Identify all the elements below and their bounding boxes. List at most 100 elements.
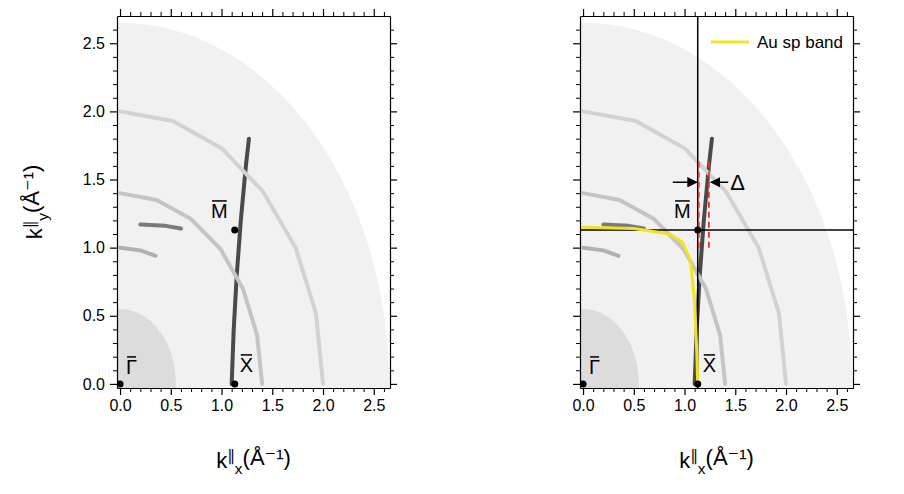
minor-tick-mark	[343, 388, 344, 392]
minor-tick-mark	[576, 139, 580, 140]
minor-tick-mark	[333, 12, 334, 16]
tick: 1.5	[83, 171, 117, 188]
minor-tick	[766, 12, 767, 16]
minor-tick-mark	[303, 388, 304, 392]
minor-tick	[384, 388, 385, 392]
minor-tick	[390, 207, 394, 208]
tick	[685, 9, 686, 16]
minor-tick	[161, 388, 162, 392]
tick-label: 0.0	[572, 397, 594, 414]
minor-tick-mark	[593, 12, 594, 16]
dashed-line	[708, 159, 710, 248]
minor-tick-mark	[262, 12, 263, 16]
symmetry-point	[231, 380, 238, 387]
minor-axis	[390, 30, 394, 371]
tick	[853, 180, 860, 181]
minor-tick-mark	[282, 12, 283, 16]
minor-tick-mark	[390, 370, 394, 371]
tick-label: 0.5	[623, 397, 645, 414]
minor-tick	[113, 220, 117, 221]
tick-mark	[120, 388, 121, 395]
minor-tick	[211, 388, 212, 392]
minor-tick	[113, 193, 117, 194]
minor-tick	[113, 125, 117, 126]
minor-tick	[364, 388, 365, 392]
intensity-feature	[140, 224, 181, 228]
minor-tick	[847, 388, 848, 392]
minor-tick	[664, 388, 665, 392]
minor-tick	[576, 234, 580, 235]
minor-tick-mark	[576, 220, 580, 221]
minor-tick-mark	[390, 207, 394, 208]
minor-tick-mark	[333, 388, 334, 392]
minor-tick-mark	[191, 12, 192, 16]
symmetry-point	[694, 380, 701, 387]
axis-line	[581, 16, 854, 17]
minor-tick-mark	[293, 388, 294, 392]
minor-tick	[313, 388, 314, 392]
minor-tick	[390, 193, 394, 194]
minor-tick-mark	[113, 343, 117, 344]
tick-mark	[110, 384, 117, 385]
minor-tick-mark	[181, 12, 182, 16]
minor-tick-mark	[603, 12, 604, 16]
minor-tick-mark	[816, 12, 817, 16]
minor-tick-mark	[113, 152, 117, 153]
minor-axis	[853, 30, 857, 371]
symmetry-point	[231, 226, 238, 233]
minor-tick-mark	[576, 193, 580, 194]
tick	[171, 9, 172, 16]
band-line	[583, 227, 698, 384]
tick-label: 1.5	[262, 397, 284, 414]
minor-tick-mark	[853, 275, 857, 276]
minor-tick	[113, 166, 117, 167]
tick-label: 2.5	[83, 35, 105, 52]
minor-tick	[853, 343, 857, 344]
minor-tick	[853, 220, 857, 221]
minor-tick-mark	[853, 302, 857, 303]
minor-tick-mark	[390, 139, 394, 140]
minor-tick-mark	[390, 220, 394, 221]
minor-tick-mark	[113, 193, 117, 194]
minor-tick	[853, 30, 857, 31]
minor-tick-mark	[725, 388, 726, 392]
tick: 2.5	[826, 388, 848, 414]
tick-mark	[110, 316, 117, 317]
minor-tick	[624, 388, 625, 392]
minor-tick-mark	[576, 57, 580, 58]
tick-label: 0.0	[109, 397, 131, 414]
minor-tick-mark	[262, 388, 263, 392]
minor-tick	[390, 152, 394, 153]
minor-tick	[576, 84, 580, 85]
tick	[390, 248, 397, 249]
minor-tick	[853, 357, 857, 358]
minor-tick	[201, 388, 202, 392]
minor-tick-mark	[796, 388, 797, 392]
minor-tick-mark	[211, 388, 212, 392]
tick: 0.0	[83, 376, 117, 393]
minor-tick	[576, 98, 580, 99]
minor-tick-mark	[576, 207, 580, 208]
minor-tick	[613, 388, 614, 392]
tick-mark	[837, 9, 838, 16]
minor-tick	[181, 12, 182, 16]
minor-tick-mark	[853, 261, 857, 262]
minor-axis	[594, 12, 848, 16]
minor-tick-mark	[756, 12, 757, 16]
minor-tick-mark	[853, 71, 857, 72]
minor-tick	[576, 261, 580, 262]
minor-tick	[303, 388, 304, 392]
minor-tick	[853, 370, 857, 371]
minor-tick-mark	[806, 12, 807, 16]
minor-axis	[594, 388, 848, 392]
minor-tick	[390, 84, 394, 85]
minor-tick-mark	[603, 388, 604, 392]
minor-tick	[113, 207, 117, 208]
tick-mark	[323, 9, 324, 16]
tick-mark	[390, 316, 397, 317]
minor-tick	[715, 12, 716, 16]
minor-tick	[745, 12, 746, 16]
minor-tick	[113, 71, 117, 72]
minor-tick-mark	[816, 388, 817, 392]
minor-tick-mark	[140, 388, 141, 392]
